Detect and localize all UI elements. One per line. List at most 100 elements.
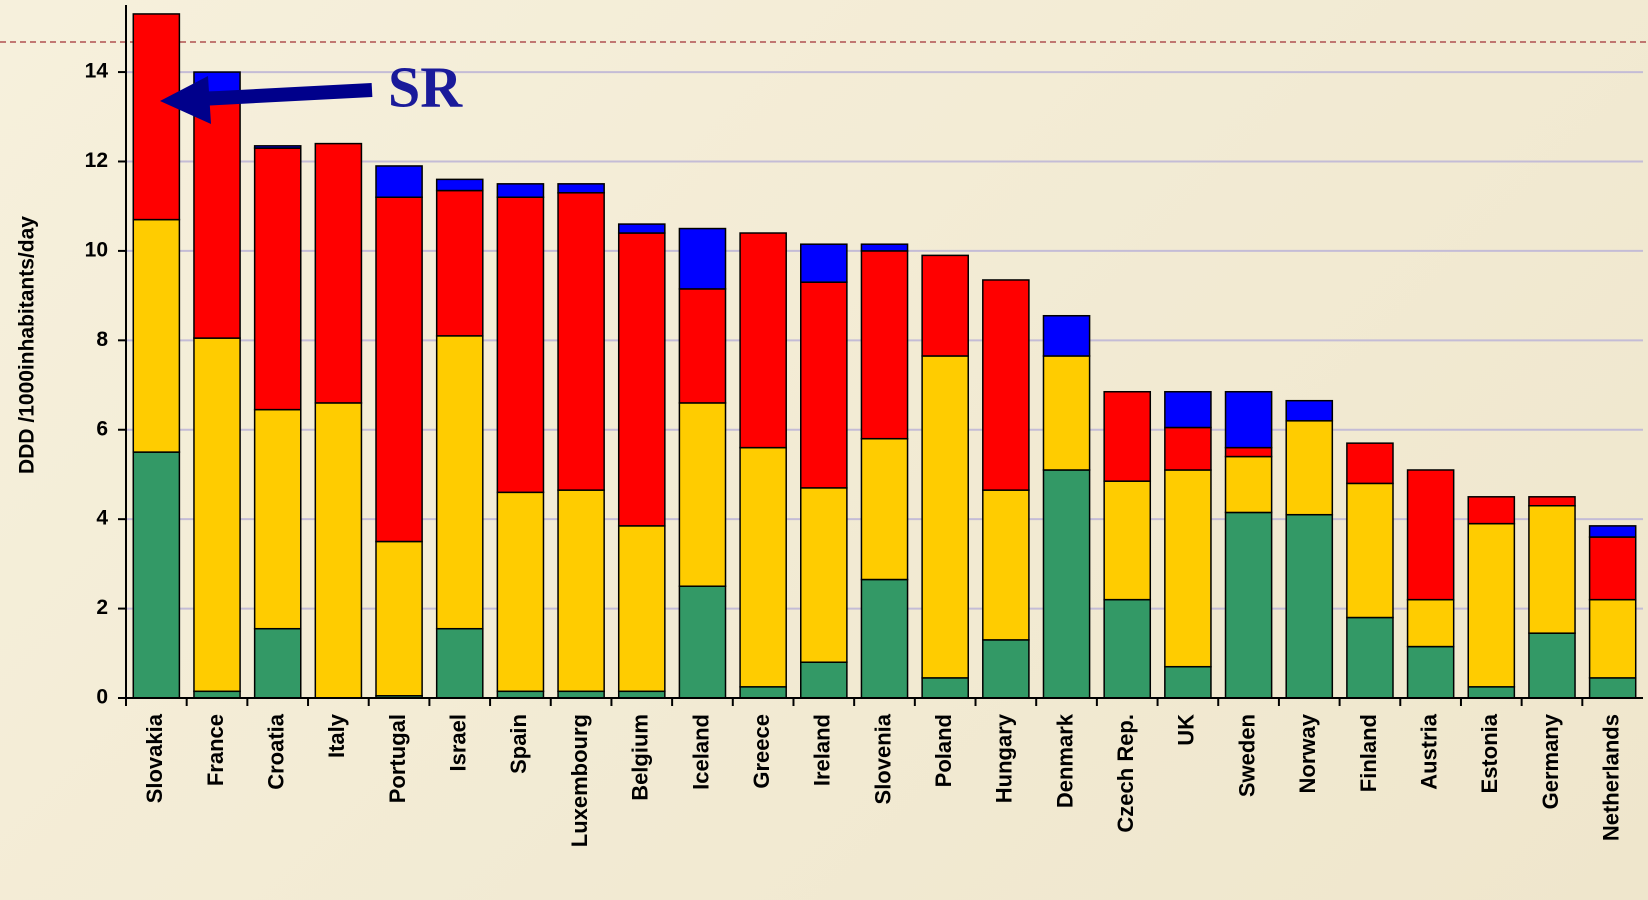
bar-segment: [739, 686, 787, 699]
x-tick-label: Croatia: [264, 713, 289, 790]
y-tick-label: 10: [85, 238, 108, 261]
x-tick-label: Denmark: [1052, 713, 1077, 808]
bar-segment: [860, 578, 909, 699]
bar-segment: [921, 677, 969, 699]
bar-segment: [1285, 513, 1334, 699]
bar-segment: [1103, 390, 1152, 482]
annotation: SR: [388, 54, 463, 119]
bar-segment: [1042, 469, 1091, 699]
bar-segment: [193, 690, 241, 699]
bar-segment: [1164, 426, 1212, 471]
bar-segment: [132, 13, 181, 221]
x-tick-label: Czech Rep.: [1113, 714, 1138, 833]
bar-segment: [314, 142, 363, 404]
bar-segment: [1042, 314, 1091, 357]
bar-segment: [557, 489, 605, 693]
bar-segment: [1467, 496, 1516, 525]
bar-segment: [1346, 616, 1394, 699]
x-tick-label: Iceland: [688, 714, 713, 790]
bar-segment: [435, 335, 484, 630]
bar-segment: [314, 402, 363, 699]
bar-segment: [1406, 645, 1455, 699]
bar-segment: [375, 540, 423, 697]
bar-segment: [1528, 504, 1576, 634]
x-tick-label: Israel: [446, 714, 471, 772]
y-tick-label: 4: [96, 507, 108, 530]
x-tick-label: France: [203, 714, 228, 786]
x-tick-label: Germany: [1538, 713, 1563, 809]
x-tick-label: Austria: [1416, 713, 1441, 790]
bar-segment: [739, 446, 787, 688]
bar-segment: [1588, 525, 1637, 538]
bar-segment: [1467, 522, 1516, 688]
bar-segment: [1285, 420, 1334, 516]
bar-segment: [1103, 480, 1152, 601]
bar-segment: [1588, 598, 1637, 679]
bar-segment: [1224, 455, 1273, 514]
arrow: [160, 76, 373, 124]
y-axis-label: DDD /1000inhabitants/day: [16, 216, 39, 474]
x-tick-label: Sweden: [1234, 714, 1259, 797]
bar-segment: [1406, 469, 1455, 601]
bar-segment: [435, 189, 484, 337]
bar-segment: [435, 627, 484, 699]
bar-segment: [678, 585, 727, 699]
bar-segment: [800, 661, 848, 699]
bar-segment: [375, 165, 423, 199]
bar-segment: [678, 402, 727, 587]
y-tick-label: 6: [96, 417, 108, 440]
y-tick-label: 12: [85, 149, 108, 172]
bar-segment: [800, 281, 848, 489]
bar-segment: [557, 183, 605, 194]
x-tick-label: Spain: [506, 714, 531, 774]
bar-segment: [1346, 482, 1394, 619]
x-tick-label: Belgium: [628, 714, 653, 801]
bar-segment: [1164, 469, 1212, 668]
bar-segment: [921, 254, 969, 357]
bar-segment: [253, 145, 302, 149]
x-tick-label: Finland: [1356, 714, 1381, 792]
bar-segment: [1528, 496, 1576, 507]
bar-segment: [435, 178, 484, 192]
x-tick-label: Greece: [749, 714, 774, 789]
bar-segment: [1224, 446, 1273, 458]
bar-segment: [375, 196, 423, 543]
x-tick-label: Ireland: [810, 714, 835, 786]
y-tick-label: 14: [85, 60, 109, 83]
x-tick-label: Italy: [324, 713, 349, 758]
bar-segment: [1588, 536, 1637, 601]
bar-segment: [496, 491, 545, 693]
bar-segment: [860, 243, 909, 252]
bar-segment: [1164, 665, 1212, 699]
bar-segment: [1042, 355, 1091, 471]
bar-segment: [982, 489, 1030, 641]
bar-segment: [678, 288, 727, 404]
y-tick-label: 8: [96, 328, 108, 351]
x-tick-label: Portugal: [385, 714, 410, 803]
bar-segment: [617, 232, 666, 527]
x-tick-label: Netherlands: [1598, 714, 1623, 841]
x-tick-label: Poland: [931, 714, 956, 787]
bar-segment: [193, 91, 241, 339]
x-tick-label: Luxembourg: [567, 714, 592, 847]
bar-segment: [617, 525, 666, 693]
bar-segment: [1164, 390, 1212, 429]
bar-segment: [1346, 442, 1394, 485]
y-tick-label: 0: [96, 686, 108, 709]
bar-segment: [617, 690, 666, 699]
bar-segment: [1103, 598, 1152, 699]
bar-segment: [253, 408, 302, 630]
bar-segment: [982, 279, 1030, 491]
bar-segment: [617, 223, 666, 234]
bar-segment: [1467, 686, 1516, 699]
bar-segment: [132, 218, 181, 453]
bar-segment: [557, 192, 605, 491]
bar-segment: [1528, 632, 1576, 699]
x-tick-label: Estonia: [1477, 713, 1502, 793]
bar-segment: [678, 227, 727, 290]
bar-segment: [800, 487, 848, 663]
bar-segment: [860, 250, 909, 440]
bar-segment: [1285, 399, 1334, 422]
bar-segment: [860, 437, 909, 581]
